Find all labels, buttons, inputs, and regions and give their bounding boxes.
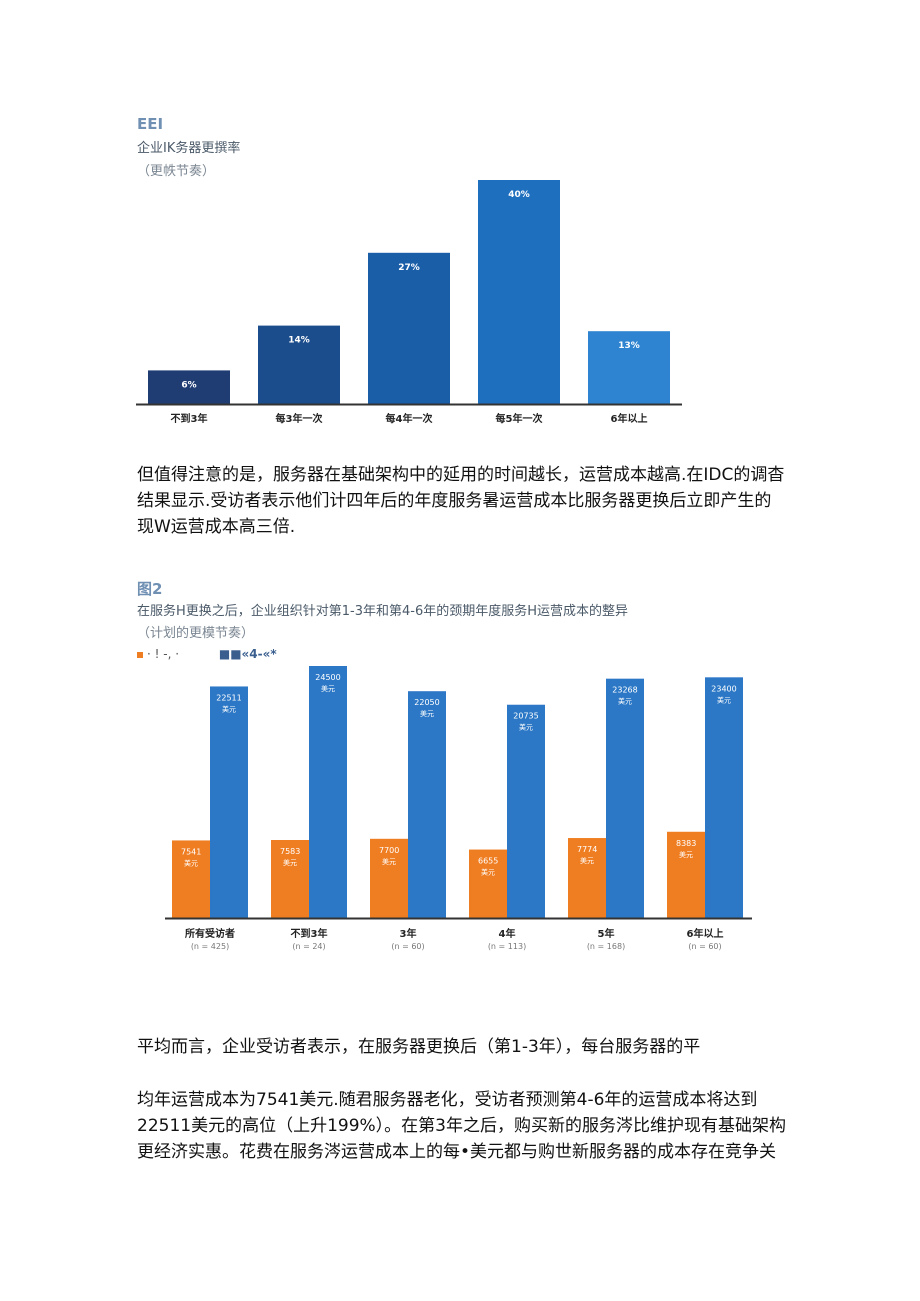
bar-unit-label: 美元 — [222, 704, 236, 713]
bar-value-label: 20735 — [513, 712, 538, 721]
bar-unit-label: 美元 — [184, 858, 198, 867]
x-tick-label: 所有受访者 — [185, 927, 235, 940]
figure2-title: 在服务H更换之后，企业组织针对第1-3年和第4-6年的颈期年度服务H运营成本的整… — [137, 604, 629, 619]
bar-unit-label: 美元 — [519, 723, 533, 732]
x-tick-note: (n = 24) — [292, 942, 325, 951]
bar-value-label: 27% — [398, 263, 420, 273]
x-tick-label: 每5年一次 — [496, 412, 543, 425]
legend-swatch-orange — [137, 651, 143, 658]
bar-value-label: 23268 — [612, 686, 637, 695]
x-tick-label: 每4年一次 — [386, 412, 433, 425]
bar-value-label: 7700 — [379, 846, 399, 855]
bar — [478, 180, 560, 404]
x-tick-note: (n = 425) — [191, 942, 229, 951]
bar-unit-label: 美元 — [580, 856, 594, 865]
bar — [258, 325, 340, 404]
bar-unit-label: 美元 — [679, 850, 693, 859]
bar-value-label: 22050 — [414, 698, 439, 707]
bar-series-1 — [172, 840, 210, 918]
x-tick-label: 每3年一次 — [276, 412, 323, 425]
figure2-legend: · ! -, · ■■«4-«* — [137, 647, 277, 661]
bar-value-label: 40% — [508, 190, 530, 200]
bar-series-2 — [705, 677, 743, 918]
bar-value-label: 22511 — [216, 693, 241, 702]
bar-value-label: 7583 — [280, 847, 300, 856]
bar-value-label: 7774 — [577, 845, 597, 854]
x-tick-label: 6年以上 — [687, 927, 724, 940]
bar-value-label: 6655 — [478, 857, 498, 866]
x-tick-note: (n = 113) — [488, 942, 526, 951]
figure2-label: 图2 — [137, 580, 163, 598]
x-tick-note: (n = 168) — [587, 942, 625, 951]
bar-series-2 — [210, 686, 248, 918]
legend-label-orange: · ! -, · — [147, 647, 180, 661]
bar-series-1 — [271, 840, 309, 918]
x-tick-label: 不到3年 — [171, 412, 208, 425]
figure1-bar-chart: 6% 不到3年 14% 每3年一次 27% 每4年一次 40% 每5年一次 13% 6年以上 — [136, 180, 682, 425]
bar-unit-label: 美元 — [717, 695, 731, 704]
figure1-title: 企业IK务器更撰率 — [137, 141, 241, 156]
figure1-label: EEI — [137, 115, 164, 133]
legend-item-blue: ■■«4-«* — [219, 647, 277, 661]
x-tick-note: (n = 60) — [688, 942, 721, 951]
bar-value-label: 8383 — [676, 839, 696, 848]
bar — [588, 331, 670, 404]
figure1-subtitle: （更帙节奏） — [137, 164, 216, 179]
x-tick-label: 6年以上 — [611, 412, 648, 425]
bar-unit-label: 美元 — [420, 709, 434, 718]
legend-label-blue: ■■«4-«* — [218, 647, 277, 661]
bar-value-label: 6% — [181, 380, 196, 390]
x-tick-label: 4年 — [499, 927, 516, 940]
bar-series-1 — [469, 849, 507, 918]
legend-item-orange: · ! -, · — [137, 647, 179, 661]
bar-series-1 — [667, 831, 705, 918]
bar-value-label: 14% — [288, 336, 310, 346]
bar-value-label: 23400 — [711, 684, 736, 693]
bar-unit-label: 美元 — [618, 697, 632, 706]
bar-series-1 — [568, 838, 606, 918]
x-tick-label: 5年 — [598, 927, 615, 940]
bar-series-2 — [606, 678, 644, 918]
bar-value-label: 7541 — [181, 847, 201, 856]
x-tick-note: (n = 60) — [391, 942, 424, 951]
paragraph-2: 平均而言，企业受访者表示，在服务器更换后（第1-3年），每台服务器的平 — [137, 1037, 701, 1057]
paragraph-1: 但值得注意的是，服务器在基础架构中的延用的时间越长，运营成本越高.在IDC的调杳… — [137, 465, 785, 537]
bar-series-2 — [309, 666, 347, 918]
bar-series-2 — [507, 704, 545, 918]
bar-value-label: 24500 — [315, 673, 340, 682]
bar-unit-label: 美元 — [283, 858, 297, 867]
x-tick-label: 3年 — [400, 927, 417, 940]
bar-unit-label: 美元 — [382, 857, 396, 866]
paragraph-3: 均年运营成本为7541美元.随君服务器老化，受访者预测第4-6年的运营成本将达到… — [137, 1090, 786, 1162]
bar-value-label: 13% — [618, 341, 640, 351]
bar-unit-label: 美元 — [321, 684, 335, 693]
bar — [148, 370, 230, 404]
figure2-subtitle: （计划的更模节奏） — [137, 626, 255, 641]
x-tick-label: 不到3年 — [291, 927, 328, 940]
bar-series-2 — [408, 691, 446, 918]
bar-unit-label: 美元 — [481, 868, 495, 877]
bar — [368, 252, 450, 404]
bar-series-1 — [370, 838, 408, 918]
